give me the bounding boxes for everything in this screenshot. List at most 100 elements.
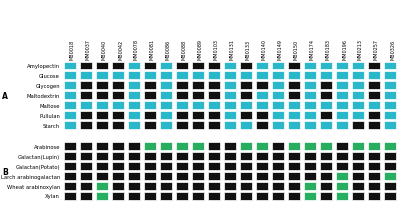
- FancyBboxPatch shape: [80, 72, 92, 80]
- FancyBboxPatch shape: [240, 143, 252, 150]
- FancyBboxPatch shape: [368, 102, 380, 109]
- Text: MM0196: MM0196: [342, 39, 347, 60]
- FancyBboxPatch shape: [64, 102, 76, 109]
- FancyBboxPatch shape: [304, 192, 316, 200]
- FancyBboxPatch shape: [96, 112, 108, 119]
- Text: Pullulan: Pullulan: [39, 113, 60, 118]
- FancyBboxPatch shape: [112, 122, 124, 129]
- FancyBboxPatch shape: [240, 72, 252, 80]
- FancyBboxPatch shape: [272, 72, 284, 80]
- FancyBboxPatch shape: [192, 92, 204, 99]
- FancyBboxPatch shape: [320, 192, 332, 200]
- FancyBboxPatch shape: [272, 192, 284, 200]
- FancyBboxPatch shape: [96, 153, 108, 160]
- FancyBboxPatch shape: [336, 112, 348, 119]
- FancyBboxPatch shape: [224, 102, 236, 109]
- FancyBboxPatch shape: [64, 192, 76, 200]
- FancyBboxPatch shape: [128, 173, 140, 180]
- FancyBboxPatch shape: [256, 182, 268, 190]
- FancyBboxPatch shape: [304, 62, 316, 70]
- FancyBboxPatch shape: [176, 102, 188, 109]
- FancyBboxPatch shape: [208, 173, 220, 180]
- FancyBboxPatch shape: [384, 62, 396, 70]
- FancyBboxPatch shape: [64, 173, 76, 180]
- FancyBboxPatch shape: [256, 62, 268, 70]
- FancyBboxPatch shape: [112, 102, 124, 109]
- FancyBboxPatch shape: [192, 122, 204, 129]
- FancyBboxPatch shape: [80, 82, 92, 89]
- FancyBboxPatch shape: [240, 122, 252, 129]
- FancyBboxPatch shape: [176, 62, 188, 70]
- FancyBboxPatch shape: [304, 82, 316, 89]
- FancyBboxPatch shape: [352, 192, 364, 200]
- FancyBboxPatch shape: [192, 62, 204, 70]
- FancyBboxPatch shape: [112, 82, 124, 89]
- FancyBboxPatch shape: [96, 143, 108, 150]
- Text: MB0326: MB0326: [390, 40, 395, 60]
- FancyBboxPatch shape: [224, 143, 236, 150]
- FancyBboxPatch shape: [208, 153, 220, 160]
- FancyBboxPatch shape: [176, 92, 188, 99]
- Text: MM0081: MM0081: [150, 39, 155, 60]
- FancyBboxPatch shape: [176, 122, 188, 129]
- FancyBboxPatch shape: [240, 153, 252, 160]
- FancyBboxPatch shape: [288, 72, 300, 80]
- FancyBboxPatch shape: [240, 112, 252, 119]
- FancyBboxPatch shape: [128, 72, 140, 80]
- FancyBboxPatch shape: [384, 163, 396, 170]
- FancyBboxPatch shape: [368, 122, 380, 129]
- FancyBboxPatch shape: [64, 143, 76, 150]
- FancyBboxPatch shape: [240, 102, 252, 109]
- FancyBboxPatch shape: [368, 192, 380, 200]
- FancyBboxPatch shape: [96, 102, 108, 109]
- FancyBboxPatch shape: [192, 192, 204, 200]
- FancyBboxPatch shape: [320, 112, 332, 119]
- FancyBboxPatch shape: [288, 92, 300, 99]
- FancyBboxPatch shape: [240, 82, 252, 89]
- FancyBboxPatch shape: [304, 92, 316, 99]
- FancyBboxPatch shape: [272, 92, 284, 99]
- FancyBboxPatch shape: [112, 192, 124, 200]
- FancyBboxPatch shape: [144, 192, 156, 200]
- FancyBboxPatch shape: [128, 153, 140, 160]
- FancyBboxPatch shape: [336, 122, 348, 129]
- FancyBboxPatch shape: [208, 62, 220, 70]
- Text: MB0018: MB0018: [70, 40, 75, 60]
- Text: MM0131: MM0131: [230, 39, 235, 60]
- FancyBboxPatch shape: [384, 182, 396, 190]
- Text: B: B: [2, 167, 8, 176]
- FancyBboxPatch shape: [144, 72, 156, 80]
- FancyBboxPatch shape: [128, 192, 140, 200]
- FancyBboxPatch shape: [336, 173, 348, 180]
- FancyBboxPatch shape: [80, 182, 92, 190]
- FancyBboxPatch shape: [80, 92, 92, 99]
- FancyBboxPatch shape: [112, 163, 124, 170]
- FancyBboxPatch shape: [336, 92, 348, 99]
- FancyBboxPatch shape: [352, 163, 364, 170]
- FancyBboxPatch shape: [368, 163, 380, 170]
- FancyBboxPatch shape: [320, 72, 332, 80]
- FancyBboxPatch shape: [320, 163, 332, 170]
- Text: MB0040: MB0040: [102, 40, 107, 60]
- FancyBboxPatch shape: [320, 62, 332, 70]
- FancyBboxPatch shape: [208, 102, 220, 109]
- FancyBboxPatch shape: [288, 173, 300, 180]
- FancyBboxPatch shape: [320, 92, 332, 99]
- FancyBboxPatch shape: [304, 102, 316, 109]
- FancyBboxPatch shape: [224, 153, 236, 160]
- FancyBboxPatch shape: [160, 143, 172, 150]
- FancyBboxPatch shape: [128, 182, 140, 190]
- FancyBboxPatch shape: [80, 192, 92, 200]
- FancyBboxPatch shape: [144, 62, 156, 70]
- FancyBboxPatch shape: [160, 92, 172, 99]
- FancyBboxPatch shape: [176, 72, 188, 80]
- FancyBboxPatch shape: [288, 163, 300, 170]
- FancyBboxPatch shape: [272, 102, 284, 109]
- Text: Xylan: Xylan: [45, 194, 60, 199]
- FancyBboxPatch shape: [192, 102, 204, 109]
- FancyBboxPatch shape: [256, 122, 268, 129]
- FancyBboxPatch shape: [288, 143, 300, 150]
- FancyBboxPatch shape: [160, 62, 172, 70]
- FancyBboxPatch shape: [320, 102, 332, 109]
- FancyBboxPatch shape: [240, 182, 252, 190]
